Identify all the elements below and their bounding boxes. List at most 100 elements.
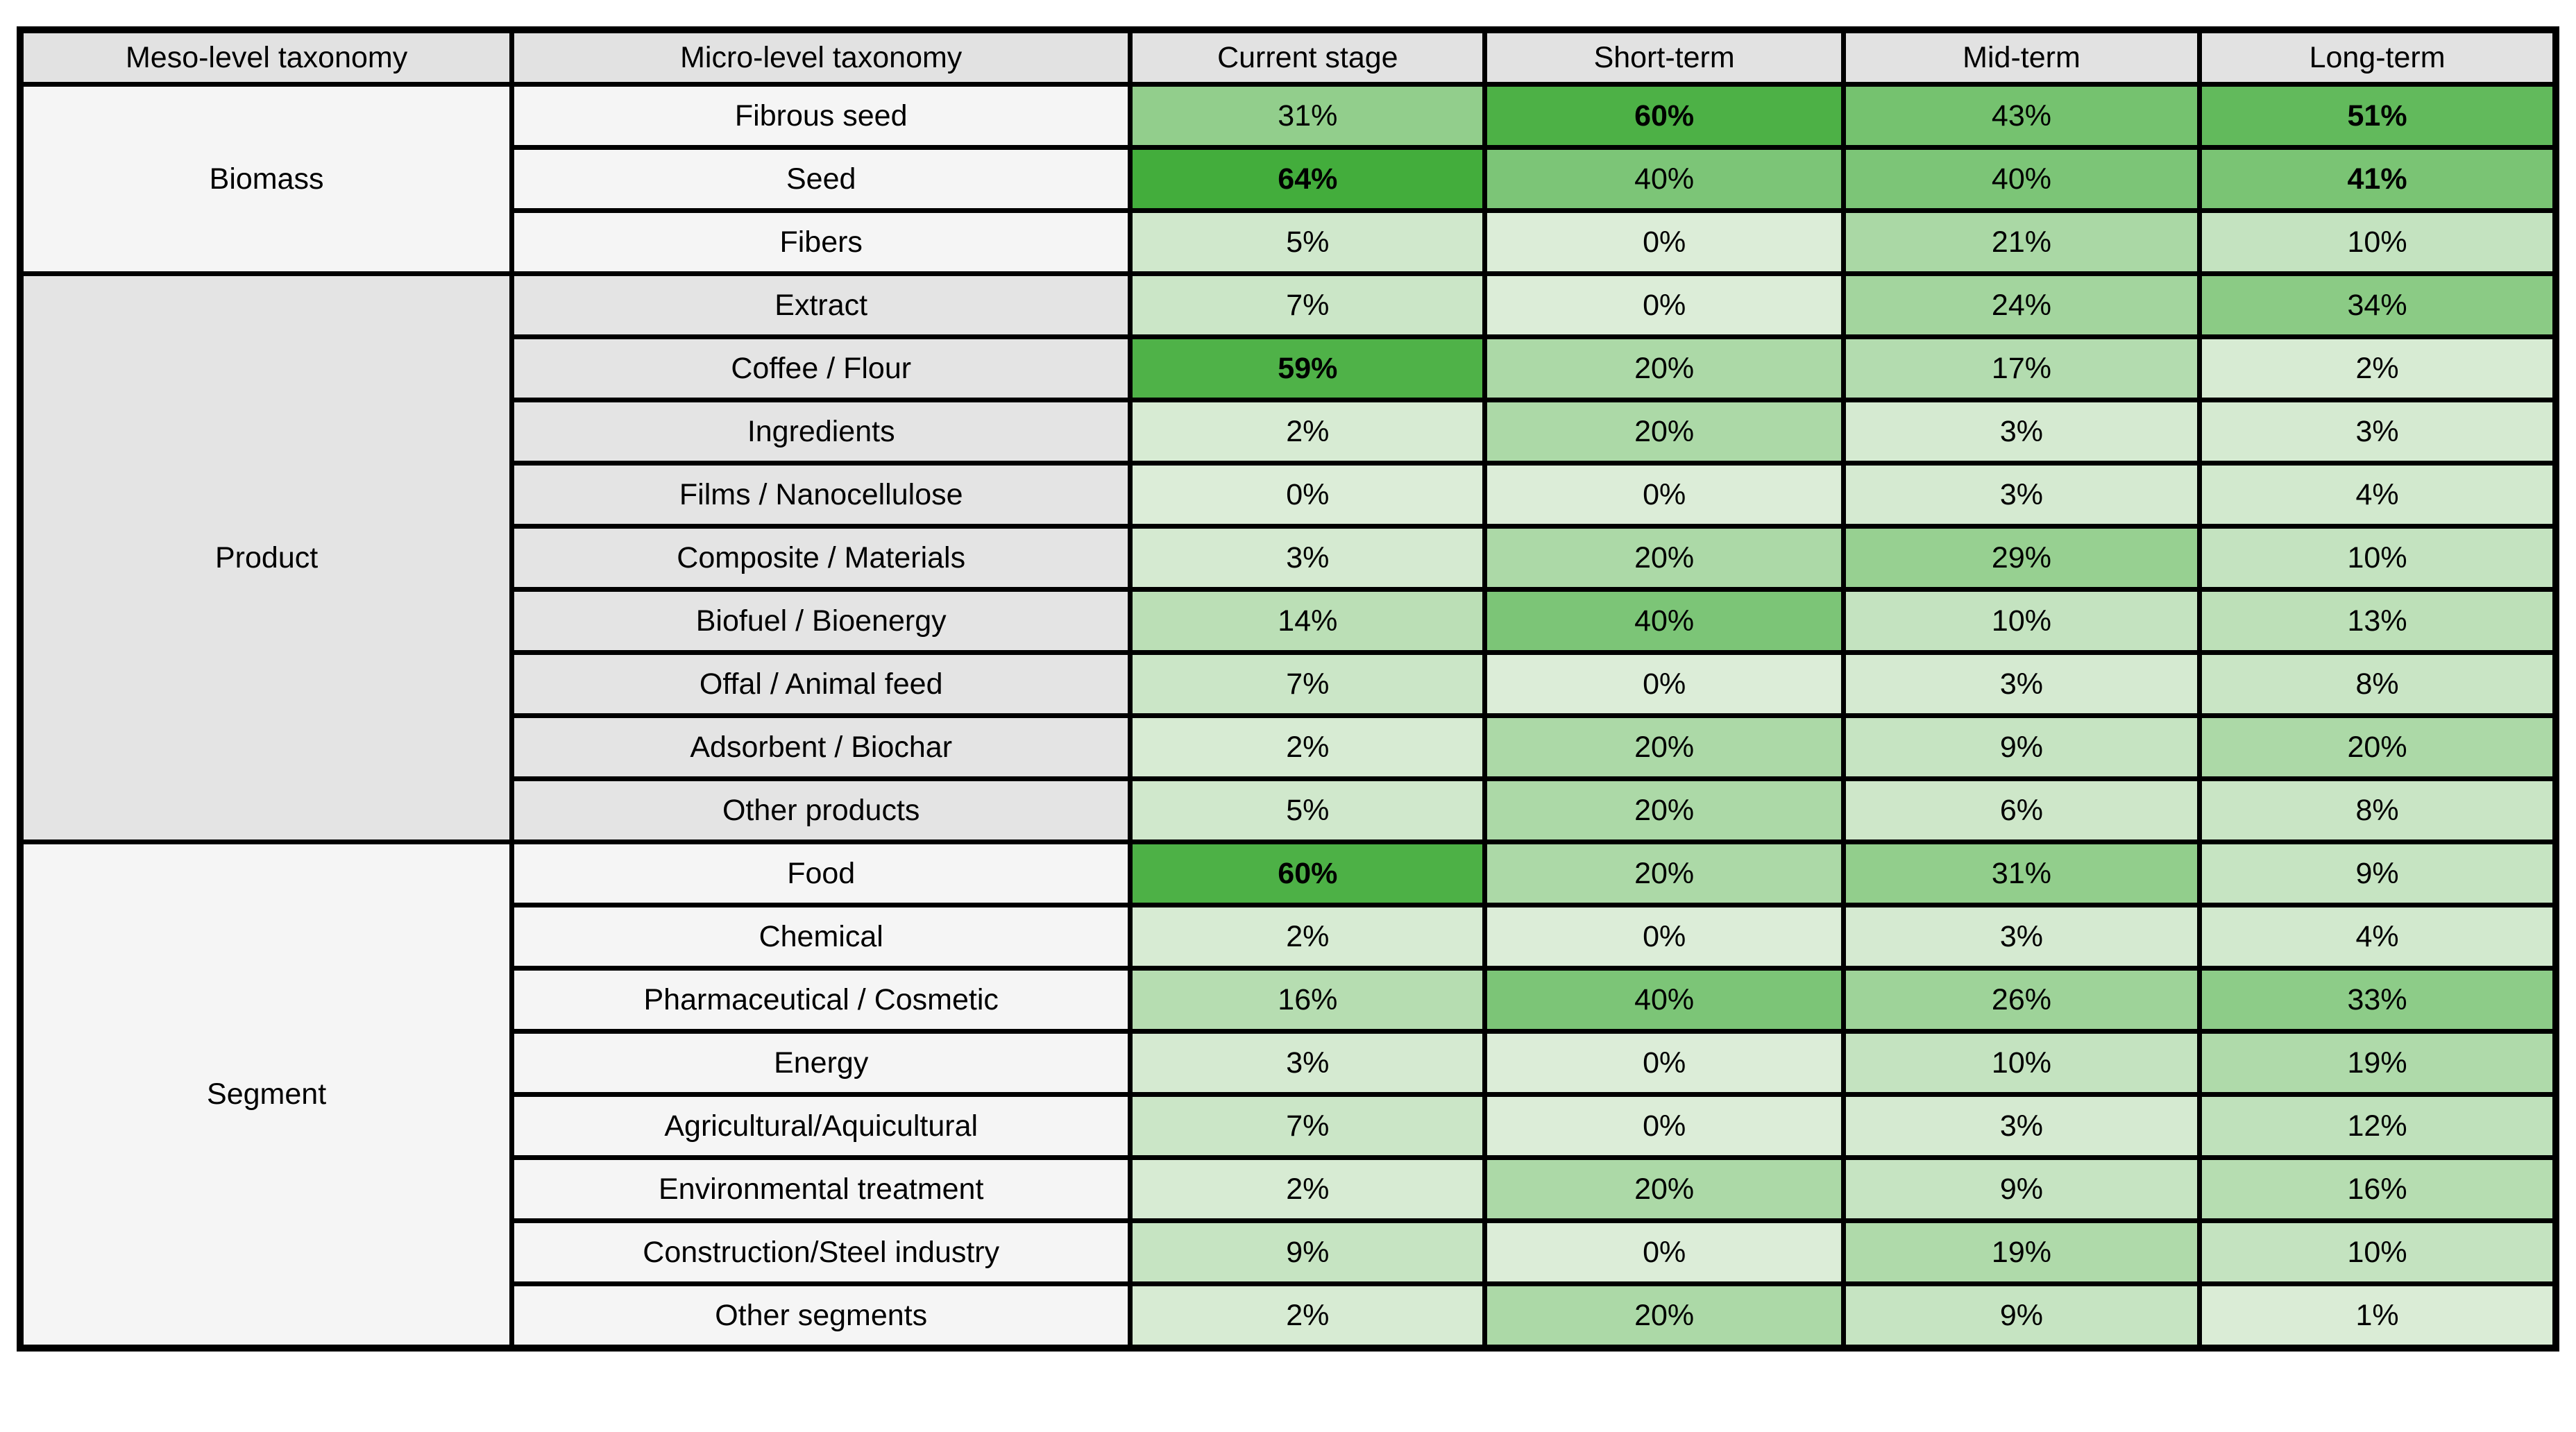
value-cell: 20%	[1482, 776, 1846, 844]
value-cell: 10%	[1840, 1029, 2203, 1097]
table-row-films-nanocellulose: Films / Nanocellulose 0% 0% 3% 4%	[20, 461, 2559, 529]
value-cell: 0%	[1482, 650, 1846, 718]
micro-label-cell-composite-materials: Composite / Materials	[509, 524, 1133, 592]
value-cell: 10%	[2197, 208, 2559, 276]
micro-label-cell-biofuel-bioenergy: Biofuel / Bioenergy	[509, 587, 1133, 655]
value-cell: 34%	[2197, 271, 2559, 339]
micro-label-cell-fibrous-seed: Fibrous seed	[509, 82, 1133, 150]
meso-group-cell-segment: Segment	[17, 839, 515, 1351]
value-cell: 12%	[2197, 1092, 2559, 1160]
table-row-agricultural-aquicultural: Agricultural/Aquicultural 7% 0% 3% 12%	[20, 1092, 2559, 1160]
value-cell: 9%	[1840, 1281, 2203, 1351]
micro-label-cell-food: Food	[509, 839, 1133, 907]
column-header-short-term: Short-term	[1482, 27, 1846, 87]
value-cell: 9%	[2197, 839, 2559, 907]
meso-group-cell-biomass: Biomass	[17, 82, 515, 276]
value-cell: 9%	[1128, 1218, 1488, 1286]
micro-label-cell-extract: Extract	[509, 271, 1133, 339]
column-header-long-term: Long-term	[2197, 27, 2559, 87]
column-header-current-stage: Current stage	[1128, 27, 1488, 87]
value-cell: 3%	[1840, 1092, 2203, 1160]
value-cell: 40%	[1482, 587, 1846, 655]
table-header: Meso-level taxonomy Micro-level taxonomy…	[17, 27, 2559, 87]
value-cell: 7%	[1128, 271, 1488, 339]
value-cell: 4%	[2197, 461, 2559, 529]
value-cell: 17%	[1840, 334, 2203, 402]
value-cell: 9%	[1840, 1155, 2203, 1223]
value-cell: 3%	[1128, 1029, 1488, 1097]
value-cell: 10%	[1840, 587, 2203, 655]
table-row-fibers: Fibers 5% 0% 21% 10%	[20, 208, 2559, 276]
table-row-pharmaceutical-cosmetic: Pharmaceutical / Cosmetic 16% 40% 26% 33%	[20, 966, 2559, 1034]
table-row-extract: Product Extract 7% 0% 24% 34%	[17, 271, 2559, 844]
micro-label-cell-seed: Seed	[509, 145, 1133, 213]
value-cell: 2%	[1128, 398, 1488, 466]
meso-group-cell-product: Product	[17, 271, 515, 844]
value-cell: 3%	[1840, 650, 2203, 718]
value-cell: 40%	[1482, 966, 1846, 1034]
micro-label-cell-energy: Energy	[509, 1029, 1133, 1097]
micro-label-cell-agricultural-aquicultural: Agricultural/Aquicultural	[509, 1092, 1133, 1160]
table-row-offal-animal-feed: Offal / Animal feed 7% 0% 3% 8%	[20, 650, 2559, 718]
table-row-construction-steel-industry: Construction/Steel industry 9% 0% 19% 10%	[20, 1218, 2559, 1286]
value-cell: 51%	[2197, 82, 2559, 150]
value-cell: 33%	[2197, 966, 2559, 1034]
micro-label-cell-adsorbent-biochar: Adsorbent / Biochar	[509, 713, 1133, 781]
value-cell: 20%	[1482, 398, 1846, 466]
column-header-meso-level-taxonomy: Meso-level taxonomy	[17, 27, 515, 87]
value-cell: 60%	[1128, 839, 1488, 907]
value-cell: 0%	[1482, 461, 1846, 529]
value-cell: 59%	[1128, 334, 1488, 402]
value-cell: 16%	[2197, 1155, 2559, 1223]
value-cell: 0%	[1482, 1029, 1846, 1097]
value-cell: 2%	[2197, 334, 2559, 402]
table-row-ingredients: Ingredients 2% 20% 3% 3%	[20, 398, 2559, 466]
value-cell: 41%	[2197, 145, 2559, 213]
value-cell: 3%	[1840, 461, 2203, 529]
value-cell: 21%	[1840, 208, 2203, 276]
value-cell: 5%	[1128, 776, 1488, 844]
value-cell: 20%	[1482, 524, 1846, 592]
micro-label-cell-chemical: Chemical	[509, 903, 1133, 971]
table-row-environmental-treatment: Environmental treatment 2% 20% 9% 16%	[20, 1155, 2559, 1223]
micro-label-cell-other-products: Other products	[509, 776, 1133, 844]
value-cell: 4%	[2197, 903, 2559, 971]
micro-label-cell-pharmaceutical-cosmetic: Pharmaceutical / Cosmetic	[509, 966, 1133, 1034]
micro-label-cell-coffee-flour: Coffee / Flour	[509, 334, 1133, 402]
value-cell: 5%	[1128, 208, 1488, 276]
value-cell: 43%	[1840, 82, 2203, 150]
value-cell: 0%	[1482, 208, 1846, 276]
header-row: Meso-level taxonomy Micro-level taxonomy…	[17, 27, 2559, 87]
value-cell: 19%	[2197, 1029, 2559, 1097]
value-cell: 2%	[1128, 1281, 1488, 1351]
table-row-seed: Seed 64% 40% 40% 41%	[20, 145, 2559, 213]
value-cell: 40%	[1840, 145, 2203, 213]
table-body: Biomass Fibrous seed 31% 60% 43% 51% Seed 64% 40…	[17, 82, 2559, 1351]
table-row-coffee-flour: Coffee / Flour 59% 20% 17% 2%	[20, 334, 2559, 402]
value-cell: 0%	[1482, 1218, 1846, 1286]
micro-label-cell-films-nanocellulose: Films / Nanocellulose	[509, 461, 1133, 529]
value-cell: 20%	[1482, 1155, 1846, 1223]
micro-label-cell-offal-animal-feed: Offal / Animal feed	[509, 650, 1133, 718]
micro-label-cell-ingredients: Ingredients	[509, 398, 1133, 466]
value-cell: 13%	[2197, 587, 2559, 655]
micro-label-cell-construction-steel-industry: Construction/Steel industry	[509, 1218, 1133, 1286]
value-cell: 40%	[1482, 145, 1846, 213]
value-cell: 19%	[1840, 1218, 2203, 1286]
table-row-other-products: Other products 5% 20% 6% 8%	[20, 776, 2559, 844]
value-cell: 1%	[2197, 1281, 2559, 1351]
table-row-adsorbent-biochar: Adsorbent / Biochar 2% 20% 9% 20%	[20, 713, 2559, 781]
value-cell: 26%	[1840, 966, 2203, 1034]
table-row-food: Segment Food 60% 20% 31% 9%	[17, 839, 2559, 1351]
value-cell: 10%	[2197, 524, 2559, 592]
value-cell: 24%	[1840, 271, 2203, 339]
value-cell: 20%	[1482, 713, 1846, 781]
table-row-energy: Energy 3% 0% 10% 19%	[20, 1029, 2559, 1097]
micro-label-cell-environmental-treatment: Environmental treatment	[509, 1155, 1133, 1223]
column-header-mid-term: Mid-term	[1840, 27, 2203, 87]
table-row-chemical: Chemical 2% 0% 3% 4%	[20, 903, 2559, 971]
value-cell: 0%	[1482, 1092, 1846, 1160]
value-cell: 20%	[1482, 334, 1846, 402]
table-row-biofuel-bioenergy: Biofuel / Bioenergy 14% 40% 10% 13%	[20, 587, 2559, 655]
